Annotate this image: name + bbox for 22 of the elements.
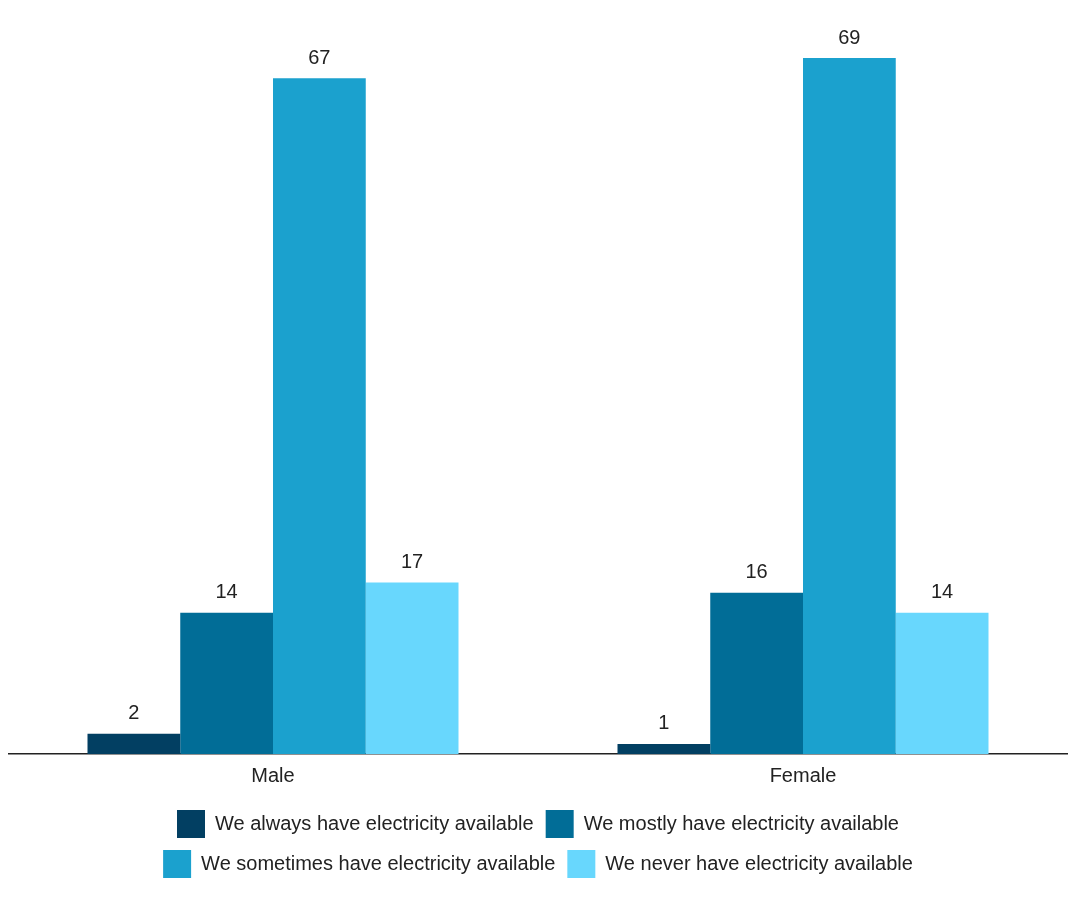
bar: [803, 58, 896, 754]
legend-label: We sometimes have electricity available: [201, 851, 556, 874]
bar: [710, 592, 803, 754]
x-tick-label: Male: [251, 763, 295, 786]
data-label: 2: [128, 701, 140, 724]
data-label: 17: [401, 550, 424, 573]
data-label: 69: [838, 25, 861, 48]
legend-label: We mostly have electricity available: [583, 811, 899, 834]
legend-label: We never have electricity available: [605, 851, 913, 874]
data-label: 14: [215, 580, 238, 603]
data-label: 16: [745, 560, 768, 583]
x-tick-label: Female: [769, 763, 837, 786]
bar: [365, 582, 459, 754]
bar: [617, 743, 711, 754]
data-label: 14: [931, 580, 954, 603]
bar: [895, 612, 989, 754]
bar: [180, 612, 273, 754]
bar: [273, 78, 366, 754]
bar: [87, 733, 181, 754]
data-label: 67: [308, 45, 331, 68]
data-label: 1: [658, 711, 670, 734]
legend-label: We always have electricity available: [215, 811, 534, 834]
